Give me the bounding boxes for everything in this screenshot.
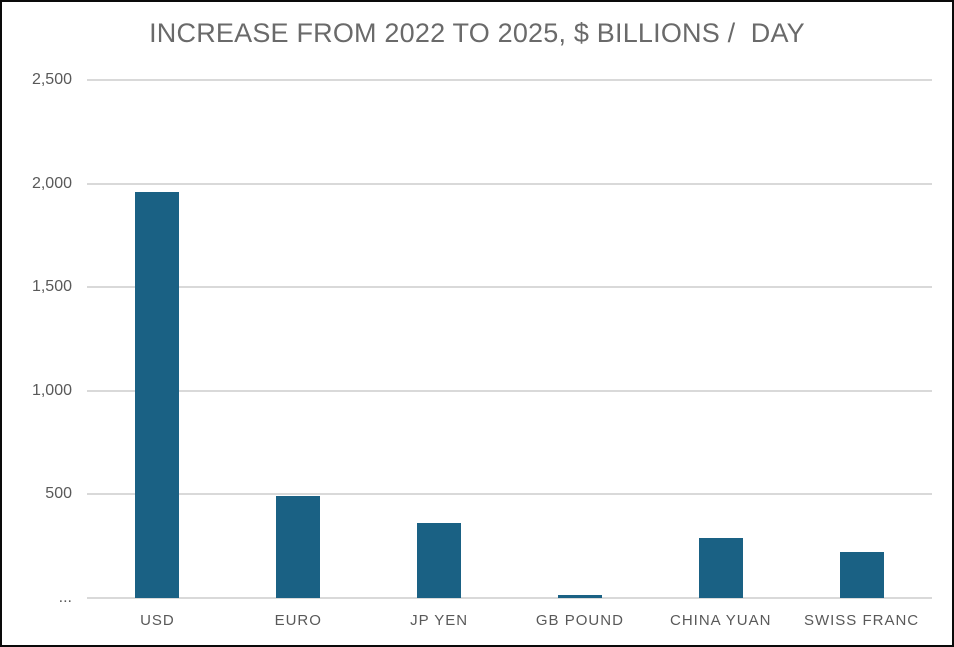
x-label-china-yuan: CHINA YUAN bbox=[670, 612, 772, 629]
x-label-gb-pound: GB POUND bbox=[535, 612, 624, 629]
y-tick-label-500: 500 bbox=[45, 485, 72, 502]
y-tick-label-1,000: 1,000 bbox=[31, 382, 72, 399]
y-tick-label-2,000: 2,000 bbox=[31, 175, 72, 192]
bar-swiss-franc bbox=[839, 552, 884, 598]
x-label-euro: EURO bbox=[274, 612, 322, 629]
bar-slot-usd bbox=[87, 80, 228, 598]
x-label-jp-yen: JP YEN bbox=[410, 612, 469, 629]
y-tick-label-2,500: 2,500 bbox=[31, 71, 72, 88]
bar-slot-jp-yen bbox=[369, 80, 510, 598]
y-tick-label-...: ... bbox=[58, 589, 72, 606]
bar-gb-pound bbox=[557, 595, 602, 598]
gridline bbox=[87, 390, 932, 392]
bar-slot-china-yuan bbox=[650, 80, 791, 598]
bar-slot-euro bbox=[228, 80, 369, 598]
bar-usd bbox=[135, 192, 180, 598]
x-label-swiss-franc: SWISS FRANC bbox=[803, 612, 920, 629]
gridline bbox=[87, 493, 932, 495]
bars-layer bbox=[87, 80, 932, 598]
gridline bbox=[87, 286, 932, 288]
bar-china-yuan bbox=[698, 538, 743, 598]
gridline bbox=[87, 79, 932, 81]
bar-slot-swiss-franc bbox=[791, 80, 932, 598]
y-tick-label-1,500: 1,500 bbox=[31, 278, 72, 295]
x-axis: USD EURO JP YEN GB POUND CHINA YUAN SWISS FRA… bbox=[87, 612, 932, 629]
x-label-usd: USD bbox=[140, 612, 175, 629]
bar-jp-yen bbox=[417, 523, 462, 598]
bar-euro bbox=[276, 496, 321, 598]
gridline bbox=[87, 183, 932, 185]
gridline bbox=[87, 597, 932, 599]
bar-slot-gb-pound bbox=[509, 80, 650, 598]
chart-title: INCREASE FROM 2022 TO 2025, $ BILLIONS /… bbox=[149, 18, 805, 48]
plot-area bbox=[87, 79, 932, 599]
